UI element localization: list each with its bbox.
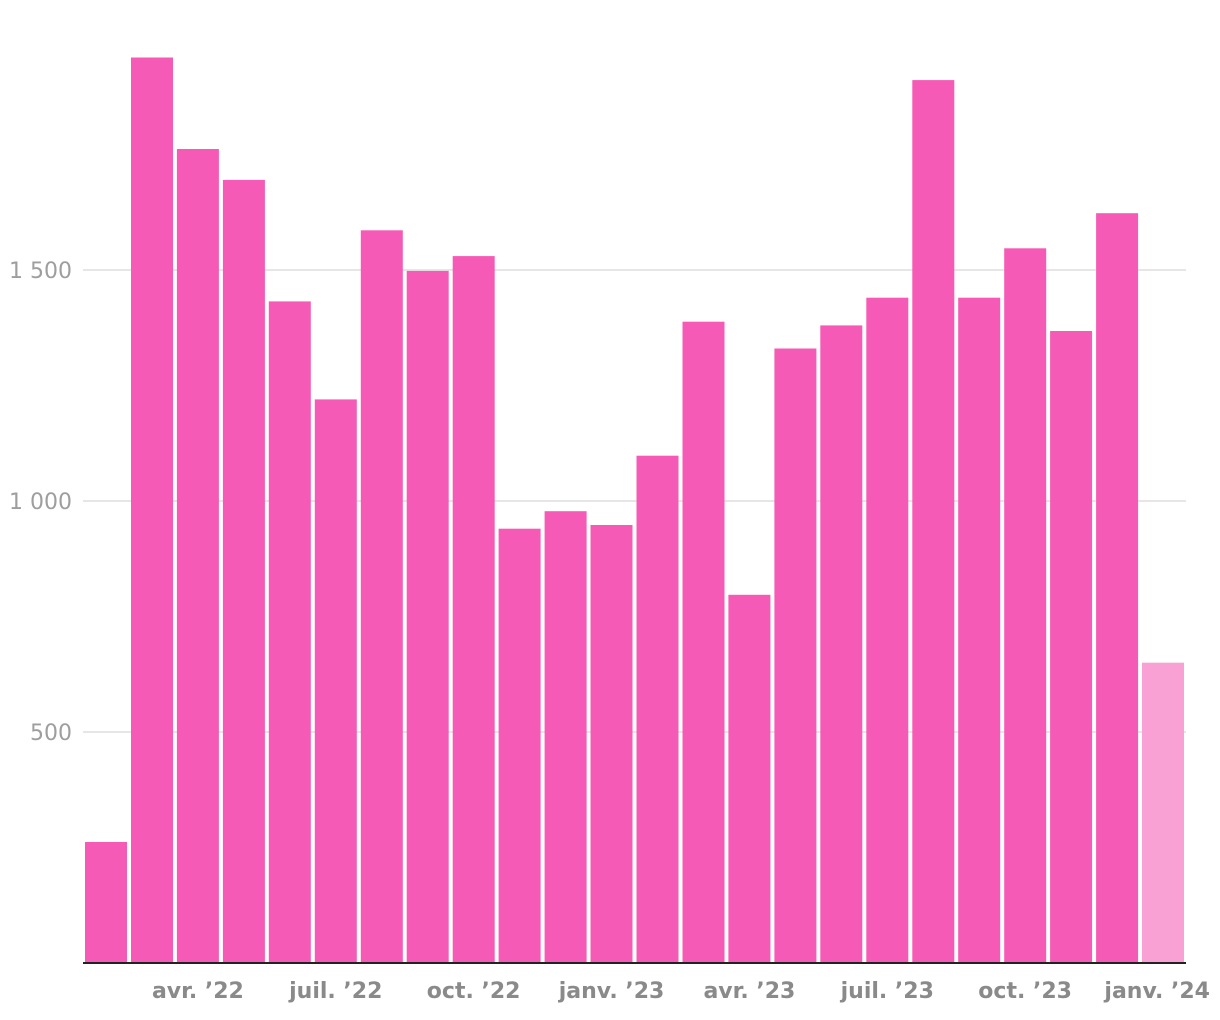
bar-2022-12[interactable] — [544, 511, 587, 963]
bar-2023-06[interactable] — [820, 325, 863, 963]
bar-2023-08[interactable] — [912, 80, 955, 964]
bar-2022-04[interactable] — [176, 149, 219, 963]
bar-2022-02[interactable] — [85, 842, 127, 963]
bar-2023-05[interactable] — [774, 348, 817, 964]
x-tick-label: oct. ’23 — [978, 979, 1072, 1004]
x-tick-label: janv. ’24 — [1103, 979, 1210, 1004]
x-tick-label: juil. ’22 — [288, 979, 382, 1004]
bars — [85, 57, 1184, 964]
bar-2022-07[interactable] — [314, 399, 357, 963]
x-tick-label: juil. ’23 — [840, 979, 934, 1004]
x-tick-label: avr. ’22 — [152, 979, 244, 1004]
bar-2023-07[interactable] — [866, 297, 909, 963]
bar-2023-02[interactable] — [636, 455, 679, 963]
y-tick-label: 1 000 — [9, 490, 72, 515]
x-tick-label: oct. ’22 — [427, 979, 521, 1004]
x-tick-labels: avr. ’22 juil. ’22 oct. ’22 janv. ’23 avr. ’… — [152, 979, 1210, 1004]
bar-2022-03[interactable] — [131, 57, 173, 964]
x-tick-label: avr. ’23 — [703, 979, 795, 1004]
bar-2023-10[interactable] — [1004, 248, 1047, 964]
bar-2023-11[interactable] — [1050, 331, 1093, 963]
bar-2023-12[interactable] — [1096, 213, 1139, 963]
bar-2022-05[interactable] — [222, 179, 265, 963]
bar-2024-01[interactable] — [1142, 662, 1184, 963]
y-tick-labels: 500 1 000 1 500 — [9, 259, 72, 746]
bar-2023-01[interactable] — [590, 525, 633, 963]
bar-2022-08[interactable] — [360, 230, 403, 964]
gridlines — [83, 269, 1186, 733]
bar-2022-11[interactable] — [498, 528, 541, 963]
y-tick-label: 500 — [30, 721, 72, 746]
y-tick-label: 1 500 — [9, 259, 72, 284]
bar-2022-09[interactable] — [406, 270, 449, 963]
x-tick-label: janv. ’23 — [558, 979, 665, 1004]
bar-2022-10[interactable] — [452, 256, 495, 964]
bar-2023-09[interactable] — [958, 297, 1001, 963]
bar-2023-03[interactable] — [682, 321, 725, 963]
bar-2022-06[interactable] — [268, 301, 311, 963]
bar-2023-04[interactable] — [728, 594, 771, 963]
